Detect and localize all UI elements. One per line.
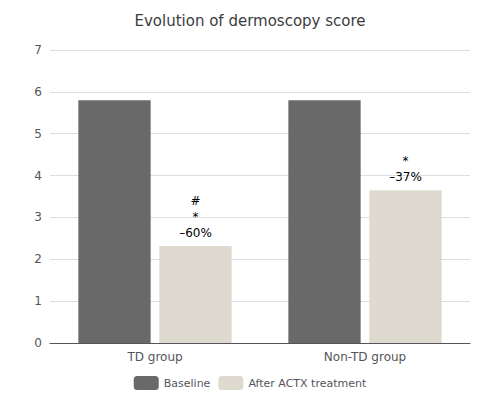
svg-text:7: 7 [34, 43, 42, 57]
svg-text:0: 0 [34, 336, 42, 350]
svg-text:TD group: TD group [126, 350, 182, 364]
svg-text:4: 4 [34, 169, 42, 183]
svg-text:3: 3 [34, 210, 42, 224]
svg-text:5: 5 [34, 127, 42, 141]
svg-text:Baseline: Baseline [164, 377, 211, 390]
svg-text:1: 1 [34, 294, 42, 308]
svg-text:Evolution of dermoscopy score: Evolution of dermoscopy score [134, 12, 365, 30]
svg-text:–60%: –60% [179, 226, 212, 240]
svg-text:–37%: –37% [389, 170, 422, 184]
svg-text:6: 6 [34, 85, 42, 99]
svg-text:*: * [402, 154, 408, 168]
svg-text:2: 2 [34, 252, 42, 266]
svg-text:#: # [190, 194, 200, 208]
svg-text:After ACTX treatment: After ACTX treatment [248, 377, 367, 390]
svg-text:*: * [192, 210, 198, 224]
svg-text:Non-TD group: Non-TD group [324, 350, 406, 364]
